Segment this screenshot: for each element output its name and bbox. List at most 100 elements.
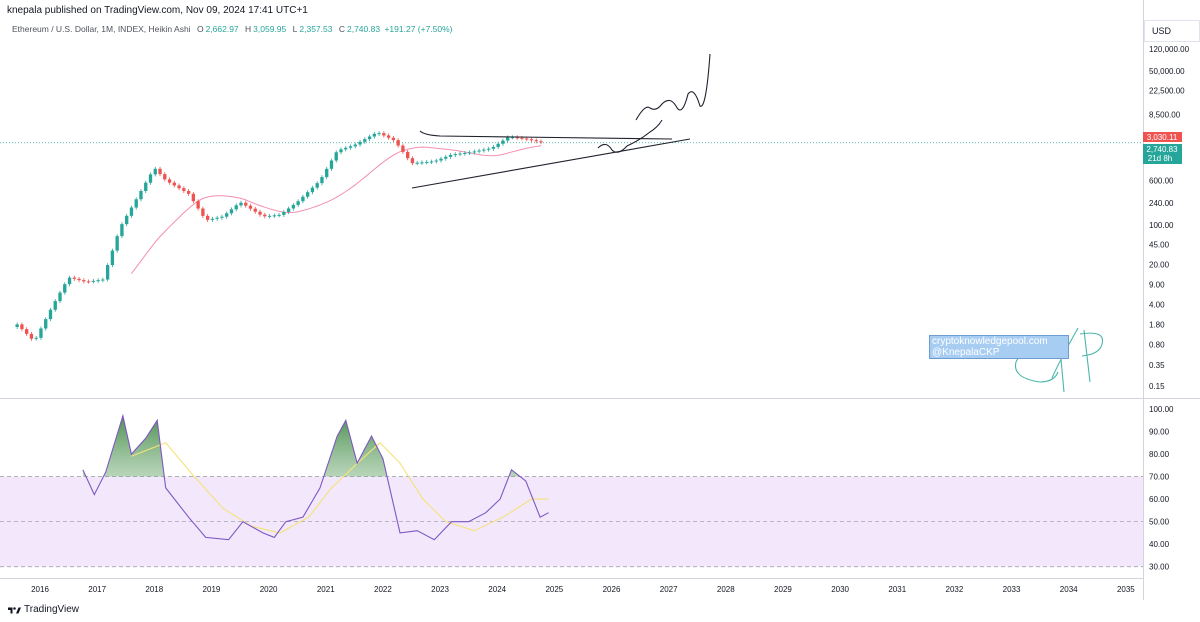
candle[interactable] [486,146,491,152]
candle[interactable] [315,181,319,190]
drawings[interactable] [411,53,711,189]
candle[interactable] [77,276,81,283]
candle[interactable] [177,183,181,191]
candle[interactable] [210,216,215,222]
candle[interactable] [496,141,500,150]
candle[interactable] [201,206,205,218]
candle[interactable] [229,207,234,216]
candle[interactable] [277,212,281,218]
projection-path-2[interactable] [635,53,711,121]
candle[interactable] [296,199,300,207]
currency-button[interactable]: USD [1144,20,1200,42]
symbol-title[interactable]: Ethereum / U.S. Dollar, 1M, INDEX, Heiki… [12,24,191,34]
candle[interactable] [515,135,519,140]
candle[interactable] [110,248,115,268]
candle[interactable] [225,211,229,219]
candle[interactable] [253,206,257,214]
candle[interactable] [196,199,200,211]
candle[interactable] [139,189,143,202]
candle[interactable] [58,290,62,304]
candle[interactable] [263,212,267,219]
triangle-lower-trendline[interactable] [411,138,691,189]
candle[interactable] [20,322,24,332]
candle[interactable] [286,206,291,215]
price-axis[interactable]: 120,000.00 50,000.00 22,500.00 8,500.00 600.… [1149,45,1190,391]
candle[interactable] [244,200,248,208]
candle[interactable] [320,175,324,186]
candle[interactable] [163,172,167,182]
candle[interactable] [96,278,100,283]
candle[interactable] [115,234,119,253]
candle[interactable] [91,278,96,284]
rsi-line[interactable] [82,413,549,541]
projection-path-1[interactable] [597,119,663,153]
candle[interactable] [134,197,138,210]
candle[interactable] [410,156,415,166]
candle[interactable] [453,152,457,158]
tradingview-footer[interactable]: TradingView [8,604,79,615]
candle[interactable] [377,131,381,136]
candle[interactable] [467,150,472,156]
candle[interactable] [491,145,496,151]
candle[interactable] [239,200,243,208]
candle[interactable] [329,158,334,171]
candle[interactable] [182,186,186,194]
candle[interactable] [429,159,434,164]
candle[interactable] [39,326,43,340]
candle[interactable] [344,145,348,152]
candle[interactable] [406,149,410,161]
candle[interactable] [148,172,153,185]
candle[interactable] [439,156,443,163]
candle[interactable] [248,203,253,211]
candle[interactable] [144,180,148,194]
candle[interactable] [325,166,329,180]
candle[interactable] [48,307,53,322]
candle[interactable] [67,275,72,287]
candle[interactable] [339,147,343,155]
candle[interactable] [448,153,453,159]
candle[interactable] [477,148,481,154]
candle[interactable] [391,135,396,143]
watermark-box[interactable]: cryptoknowledgepool.com @KnepalaCKP [929,335,1069,359]
candle[interactable] [444,154,448,161]
candle[interactable] [186,189,191,196]
candle[interactable] [463,151,467,156]
candle[interactable] [129,205,134,218]
candle[interactable] [29,332,34,341]
time-axis[interactable]: 2016 2017 2018 2019 2020 2021 2022 2023 2024 2025… [31,585,1135,594]
candle[interactable] [472,149,477,155]
rsi-pane[interactable] [0,413,1143,568]
candle[interactable] [282,210,286,217]
candle[interactable] [34,335,38,341]
candle[interactable] [420,160,424,165]
candle[interactable] [220,214,224,220]
candle[interactable] [215,215,219,221]
candle[interactable] [482,147,486,153]
candle[interactable] [167,177,172,185]
candle[interactable] [425,160,429,165]
candle[interactable] [458,151,462,157]
candle[interactable] [191,191,196,204]
candle[interactable] [305,190,310,199]
candle[interactable] [125,213,129,227]
candle[interactable] [310,185,315,195]
candle[interactable] [267,213,272,219]
candle[interactable] [334,150,338,163]
candle[interactable] [234,203,238,212]
candle[interactable] [158,166,162,177]
candle[interactable] [539,139,543,145]
price-pane[interactable] [0,131,1143,341]
candle[interactable] [53,299,57,312]
candle[interactable] [501,138,505,146]
candle[interactable] [258,209,262,217]
candle[interactable] [434,158,438,164]
rsi-axis[interactable]: 100.00 90.00 80.00 70.00 60.00 50.00 40.00 30.0… [1149,405,1174,572]
candle[interactable] [101,277,105,283]
candle[interactable] [348,144,353,150]
candle[interactable] [272,213,276,218]
candle[interactable] [367,134,372,142]
candle[interactable] [353,142,357,149]
candle[interactable] [120,222,124,239]
candle[interactable] [401,143,405,154]
